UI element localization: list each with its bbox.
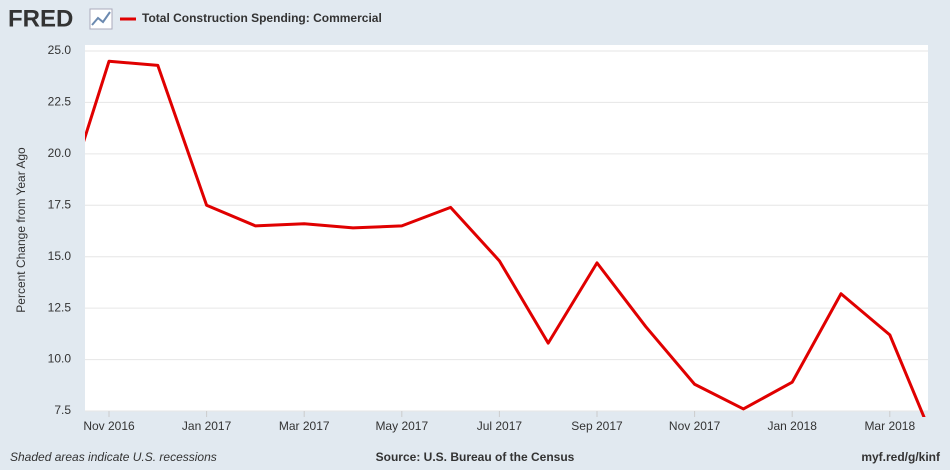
footer-link: myf.red/g/kinf (861, 450, 941, 464)
plot-area (85, 45, 928, 411)
y-tick-label: 12.5 (48, 300, 72, 314)
y-tick-label: 7.5 (54, 403, 71, 417)
logo-icon (89, 8, 113, 30)
y-tick-label: 17.5 (48, 197, 72, 211)
plot-lines (85, 59, 926, 417)
footer-source: Source: U.S. Bureau of the Census (376, 450, 575, 464)
y-tick-label: 20.0 (48, 146, 72, 160)
y-tick-label: 25.0 (48, 43, 72, 57)
x-tick-label: Jan 2018 (768, 419, 818, 433)
x-tick-label: May 2017 (375, 419, 428, 433)
x-tick-label: Nov 2017 (669, 419, 721, 433)
x-tick-label: Sep 2017 (571, 419, 623, 433)
y-tick-label: 15.0 (48, 249, 72, 263)
legend-label: Total Construction Spending: Commercial (142, 11, 382, 25)
x-tick-label: Jan 2017 (182, 419, 232, 433)
x-tick-label: Mar 2018 (864, 419, 915, 433)
y-axis-label: Percent Change from Year Ago (14, 147, 28, 313)
data-line (85, 59, 926, 417)
logo: FRED (8, 5, 73, 32)
x-tick-label: Mar 2017 (279, 419, 330, 433)
y-tick-label: 22.5 (48, 95, 72, 109)
footer-note: Shaded areas indicate U.S. recessions (10, 450, 217, 464)
y-tick-label: 10.0 (48, 352, 72, 366)
x-tick-label: Jul 2017 (477, 419, 523, 433)
x-tick-label: Nov 2016 (83, 419, 135, 433)
